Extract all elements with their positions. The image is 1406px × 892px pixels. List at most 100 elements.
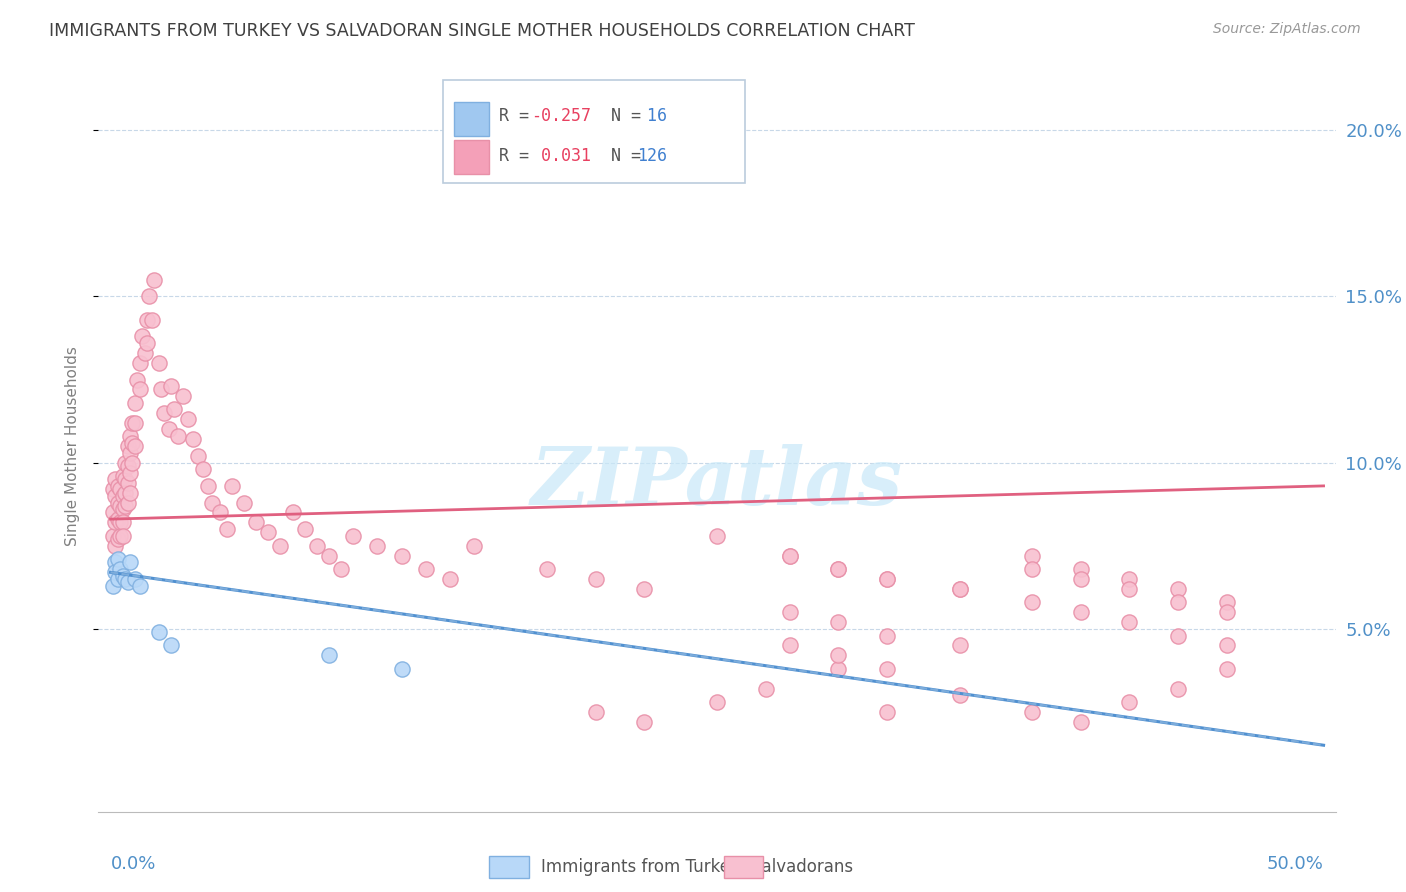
Point	[107, 552, 129, 566]
Point	[779, 639, 801, 653]
Text: R =: R =	[499, 107, 538, 125]
Point	[585, 572, 607, 586]
Point	[101, 579, 124, 593]
Text: R =: R =	[499, 147, 538, 165]
Point	[124, 572, 146, 586]
Point	[114, 499, 136, 513]
Point	[111, 516, 134, 530]
Point	[463, 539, 485, 553]
Point	[257, 525, 280, 540]
Point	[111, 469, 134, 483]
Text: N =: N =	[591, 107, 651, 125]
Point	[318, 549, 340, 563]
Point	[1021, 549, 1043, 563]
Text: 0.0%: 0.0%	[111, 855, 156, 873]
Text: 0.031: 0.031	[531, 147, 592, 165]
Point	[1070, 714, 1092, 729]
Point	[949, 582, 972, 596]
Point	[245, 516, 267, 530]
Point	[110, 562, 132, 576]
Point	[117, 439, 139, 453]
Point	[136, 312, 159, 326]
Point	[141, 312, 163, 326]
Point	[104, 472, 127, 486]
Point	[118, 429, 141, 443]
Point	[281, 506, 304, 520]
Point	[1215, 595, 1237, 609]
Point	[124, 396, 146, 410]
Point	[415, 562, 437, 576]
Point	[114, 572, 136, 586]
Point	[233, 495, 256, 509]
Point	[104, 555, 127, 569]
Point	[104, 489, 127, 503]
Point	[1070, 572, 1092, 586]
Point	[110, 529, 132, 543]
Point	[111, 529, 134, 543]
Point	[1167, 595, 1189, 609]
Point	[187, 449, 209, 463]
Point	[134, 346, 156, 360]
Point	[162, 402, 184, 417]
Point	[876, 628, 898, 642]
Point	[949, 582, 972, 596]
Point	[779, 605, 801, 619]
Text: 16: 16	[637, 107, 666, 125]
Point	[148, 356, 170, 370]
Point	[827, 562, 849, 576]
Point	[118, 466, 141, 480]
Y-axis label: Single Mother Households: Single Mother Households	[65, 346, 80, 546]
Text: Source: ZipAtlas.com: Source: ZipAtlas.com	[1213, 22, 1361, 37]
Text: N =: N =	[591, 147, 651, 165]
Point	[876, 662, 898, 676]
Point	[1215, 605, 1237, 619]
Point	[706, 695, 728, 709]
Point	[148, 625, 170, 640]
Point	[1021, 705, 1043, 719]
Point	[172, 389, 194, 403]
Point	[208, 506, 231, 520]
Point	[1118, 695, 1140, 709]
Point	[215, 522, 238, 536]
Point	[1070, 562, 1092, 576]
Point	[1167, 628, 1189, 642]
Point	[294, 522, 316, 536]
Point	[111, 568, 134, 582]
Point	[101, 482, 124, 496]
Point	[1118, 615, 1140, 630]
Point	[366, 539, 388, 553]
Point	[706, 529, 728, 543]
Point	[1021, 595, 1043, 609]
Point	[124, 439, 146, 453]
Point	[827, 648, 849, 663]
Point	[107, 512, 129, 526]
Point	[779, 549, 801, 563]
Point	[111, 489, 134, 503]
Text: IMMIGRANTS FROM TURKEY VS SALVADORAN SINGLE MOTHER HOUSEHOLDS CORRELATION CHART: IMMIGRANTS FROM TURKEY VS SALVADORAN SIN…	[49, 22, 915, 40]
Point	[160, 379, 183, 393]
Point	[150, 383, 173, 397]
Point	[121, 456, 143, 470]
Point	[118, 555, 141, 569]
Point	[876, 705, 898, 719]
Point	[117, 575, 139, 590]
Point	[1167, 582, 1189, 596]
Point	[107, 572, 129, 586]
Point	[127, 372, 149, 386]
Point	[779, 549, 801, 563]
Point	[128, 383, 150, 397]
Point	[110, 482, 132, 496]
Text: Salvadorans: Salvadorans	[752, 858, 855, 876]
Point	[1021, 562, 1043, 576]
Point	[118, 485, 141, 500]
Point	[136, 335, 159, 350]
Point	[876, 572, 898, 586]
Point	[117, 475, 139, 490]
Point	[269, 539, 291, 553]
Point	[585, 705, 607, 719]
Point	[121, 416, 143, 430]
Point	[633, 582, 655, 596]
Point	[110, 499, 132, 513]
Point	[1215, 639, 1237, 653]
Point	[118, 445, 141, 459]
